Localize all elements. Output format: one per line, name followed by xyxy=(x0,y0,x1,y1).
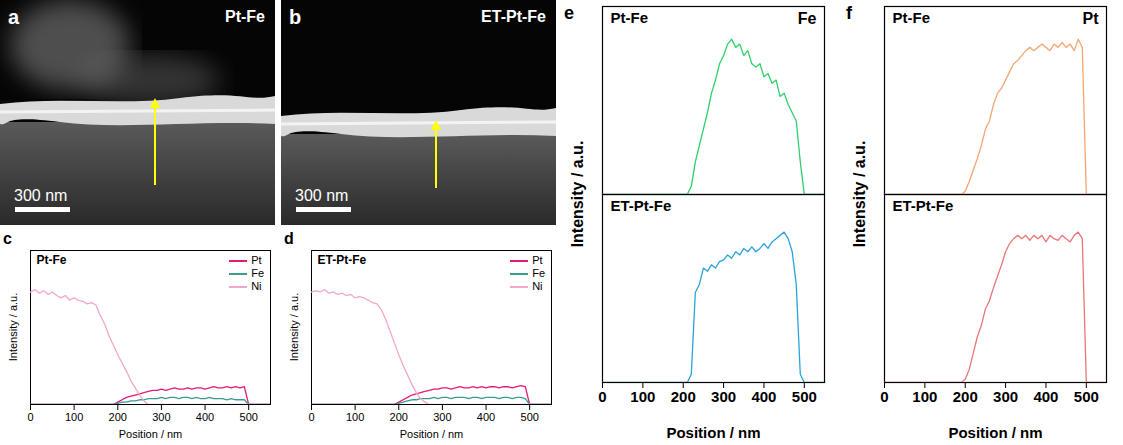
svg-text:Position / nm: Position / nm xyxy=(948,424,1042,441)
svg-text:300: 300 xyxy=(993,388,1018,405)
svg-text:Pt-Fe: Pt-Fe xyxy=(893,9,931,26)
svg-text:ET-Pt-Fe: ET-Pt-Fe xyxy=(893,197,954,214)
svg-text:400: 400 xyxy=(477,411,495,423)
html-text:Intensity / a.u.: Intensity / a.u. xyxy=(6,292,19,362)
svg-text:500: 500 xyxy=(521,411,539,423)
html-text:Intensity / a.u.: Intensity / a.u. xyxy=(569,140,586,248)
svg-text:Position / nm: Position / nm xyxy=(119,428,183,440)
svg-text:500: 500 xyxy=(1074,388,1099,405)
svg-text:300: 300 xyxy=(433,411,451,423)
svg-text:200: 200 xyxy=(671,388,696,405)
html-text:c: c xyxy=(3,230,12,247)
svg-text:400: 400 xyxy=(196,411,214,423)
svg-text:300: 300 xyxy=(152,411,170,423)
html-text:f: f xyxy=(846,3,852,23)
html-text:Ni: Ni xyxy=(251,280,262,292)
svg-text:200: 200 xyxy=(953,388,978,405)
svg-text:Position / nm: Position / nm xyxy=(400,428,464,440)
svg-text:200: 200 xyxy=(109,411,127,423)
svg-text:200: 200 xyxy=(390,411,408,423)
svg-text:300 nm: 300 nm xyxy=(295,187,348,204)
svg-text:b: b xyxy=(289,6,301,28)
html-text:Intensity / a.u.: Intensity / a.u. xyxy=(287,292,300,362)
svg-text:a: a xyxy=(8,6,20,28)
svg-text:0: 0 xyxy=(598,388,606,405)
svg-text:100: 100 xyxy=(65,411,83,423)
svg-text:ET-Pt-Fe: ET-Pt-Fe xyxy=(481,8,546,25)
svg-text:400: 400 xyxy=(751,388,776,405)
svg-text:100: 100 xyxy=(912,388,937,405)
svg-text:400: 400 xyxy=(1033,388,1058,405)
html-text:Ni: Ni xyxy=(532,280,543,292)
svg-text:Pt-Fe: Pt-Fe xyxy=(37,253,67,267)
html-text:e: e xyxy=(564,3,574,23)
svg-text:Pt-Fe: Pt-Fe xyxy=(225,8,265,25)
svg-text:Pt: Pt xyxy=(1083,10,1100,27)
svg-text:Pt-Fe: Pt-Fe xyxy=(611,9,649,26)
svg-text:100: 100 xyxy=(630,388,655,405)
svg-text:0: 0 xyxy=(308,411,314,423)
html-text:d: d xyxy=(284,230,294,247)
svg-text:Position / nm: Position / nm xyxy=(666,424,760,441)
svg-text:300: 300 xyxy=(711,388,736,405)
svg-text:Fe: Fe xyxy=(798,10,817,27)
html-text:Fe: Fe xyxy=(251,267,264,279)
html-text:Intensity / a.u.: Intensity / a.u. xyxy=(851,140,868,248)
html-text:Pt: Pt xyxy=(532,254,543,266)
html-text:Fe: Fe xyxy=(532,267,545,279)
svg-text:500: 500 xyxy=(792,388,817,405)
svg-text:500: 500 xyxy=(240,411,258,423)
svg-text:100: 100 xyxy=(346,411,364,423)
svg-text:ET-Pt-Fe: ET-Pt-Fe xyxy=(318,253,367,267)
svg-text:300 nm: 300 nm xyxy=(14,187,67,204)
svg-text:0: 0 xyxy=(880,388,888,405)
html-text:Pt: Pt xyxy=(251,254,262,266)
svg-text:ET-Pt-Fe: ET-Pt-Fe xyxy=(611,197,672,214)
svg-text:0: 0 xyxy=(27,411,33,423)
